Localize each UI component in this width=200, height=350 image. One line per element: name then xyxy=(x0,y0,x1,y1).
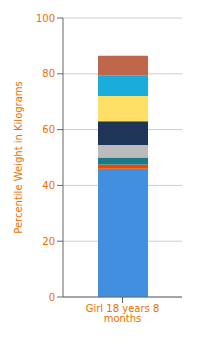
svg-text:0: 0 xyxy=(49,292,55,303)
svg-text:60: 60 xyxy=(42,124,55,135)
svg-text:40: 40 xyxy=(42,180,55,191)
svg-text:100: 100 xyxy=(36,13,55,24)
svg-text:Girl 18 years 8months: Girl 18 years 8months xyxy=(86,303,160,324)
svg-text:Percentile Weight in Kilograms: Percentile Weight in Kilograms xyxy=(13,81,24,234)
svg-text:20: 20 xyxy=(42,236,55,247)
svg-text:80: 80 xyxy=(42,68,55,79)
